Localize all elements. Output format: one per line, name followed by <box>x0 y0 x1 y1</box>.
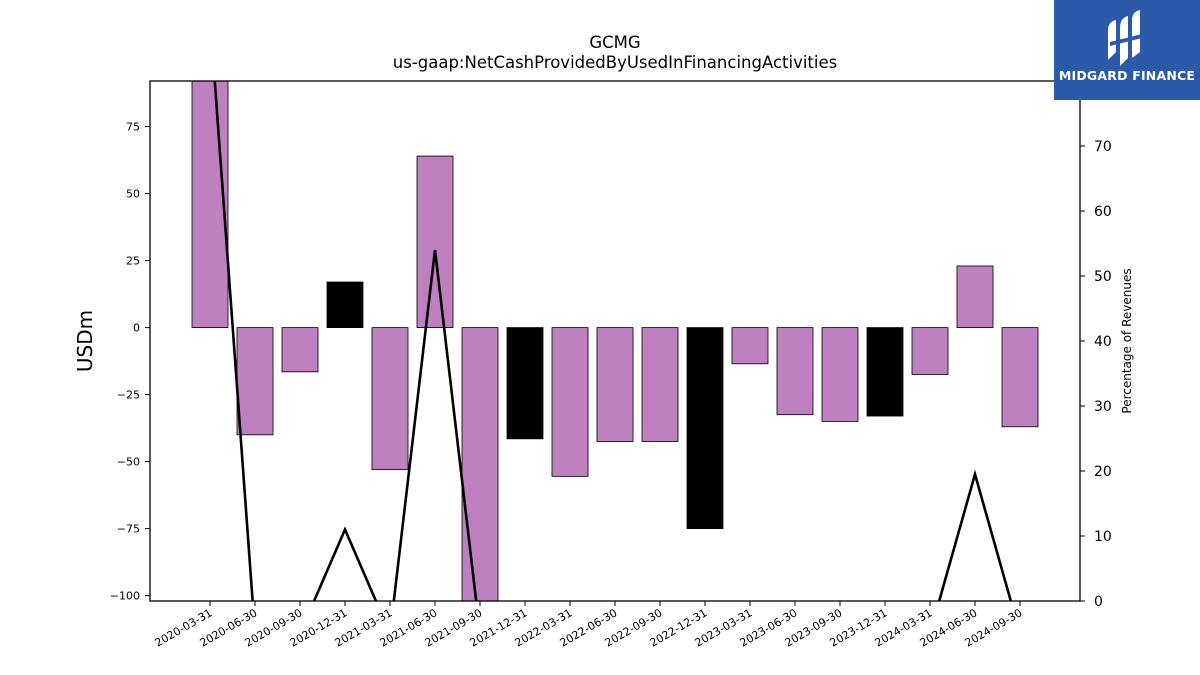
bar-2023-12-31 <box>866 327 904 417</box>
y2-tick-label: 70 <box>1094 139 1112 155</box>
y2-tick-label: 50 <box>1094 269 1112 285</box>
bar-2024-03-31 <box>911 327 949 375</box>
x-axis: 2020-03-312020-06-302020-09-302020-12-31… <box>153 601 1025 650</box>
y2-tick-label: 0 <box>1094 594 1103 610</box>
y-tick-label: −50 <box>117 456 140 469</box>
bar-2023-09-30 <box>821 327 859 422</box>
y2-axis-label: Percentage of Revenues <box>1120 268 1134 413</box>
bar-2022-06-30 <box>596 327 634 442</box>
bars-group <box>191 81 1039 601</box>
midgard-finance-logo: MIDGARD FINANCE <box>1054 0 1200 100</box>
bar-2021-12-31 <box>506 327 544 440</box>
bar-2020-03-31 <box>191 81 229 328</box>
y-tick-label: −25 <box>117 389 140 402</box>
bar-2024-09-30 <box>1001 327 1039 428</box>
y2-tick-label: 10 <box>1094 529 1112 545</box>
bar-2020-12-31 <box>326 281 364 328</box>
bar-2023-03-31 <box>731 327 769 365</box>
y-tick-label: −100 <box>110 590 140 603</box>
chart-subtitle: us-gaap:NetCashProvidedByUsedInFinancing… <box>393 53 837 72</box>
logo-text: MIDGARD FINANCE <box>1058 68 1196 83</box>
y-tick-label: −75 <box>117 523 140 536</box>
y-tick-label: 75 <box>126 121 140 134</box>
bar-2021-09-30 <box>461 327 499 601</box>
line-group <box>213 81 1013 601</box>
y-axis-label: USDm <box>73 310 97 372</box>
y-tick-label: 0 <box>133 322 140 335</box>
y-axis: −100 −75 −50 −25 0 25 50 75 <box>110 121 150 603</box>
bar-2022-03-31 <box>551 327 589 477</box>
midgard-logo-icon <box>1108 10 1142 66</box>
y2-tick-label: 30 <box>1094 399 1112 415</box>
y2-axis: 0 10 20 30 40 50 60 70 <box>1080 139 1112 610</box>
bar-2024-06-30 <box>956 265 994 328</box>
bar-2020-06-30 <box>236 327 274 436</box>
y2-tick-label: 60 <box>1094 204 1112 220</box>
bar-2022-12-31 <box>686 327 724 530</box>
y2-tick-label: 20 <box>1094 464 1112 480</box>
y-tick-label: 25 <box>126 255 140 268</box>
chart-title: GCMG <box>589 33 640 52</box>
y2-tick-label: 40 <box>1094 334 1112 350</box>
bar-2021-03-31 <box>371 327 409 471</box>
bar-2023-06-30 <box>776 327 814 416</box>
bar-2020-09-30 <box>281 327 319 373</box>
bar-2022-09-30 <box>641 327 679 442</box>
bar-2021-06-30 <box>416 155 454 328</box>
line-series-percentage <box>213 81 1013 601</box>
y-tick-label: 50 <box>126 188 140 201</box>
